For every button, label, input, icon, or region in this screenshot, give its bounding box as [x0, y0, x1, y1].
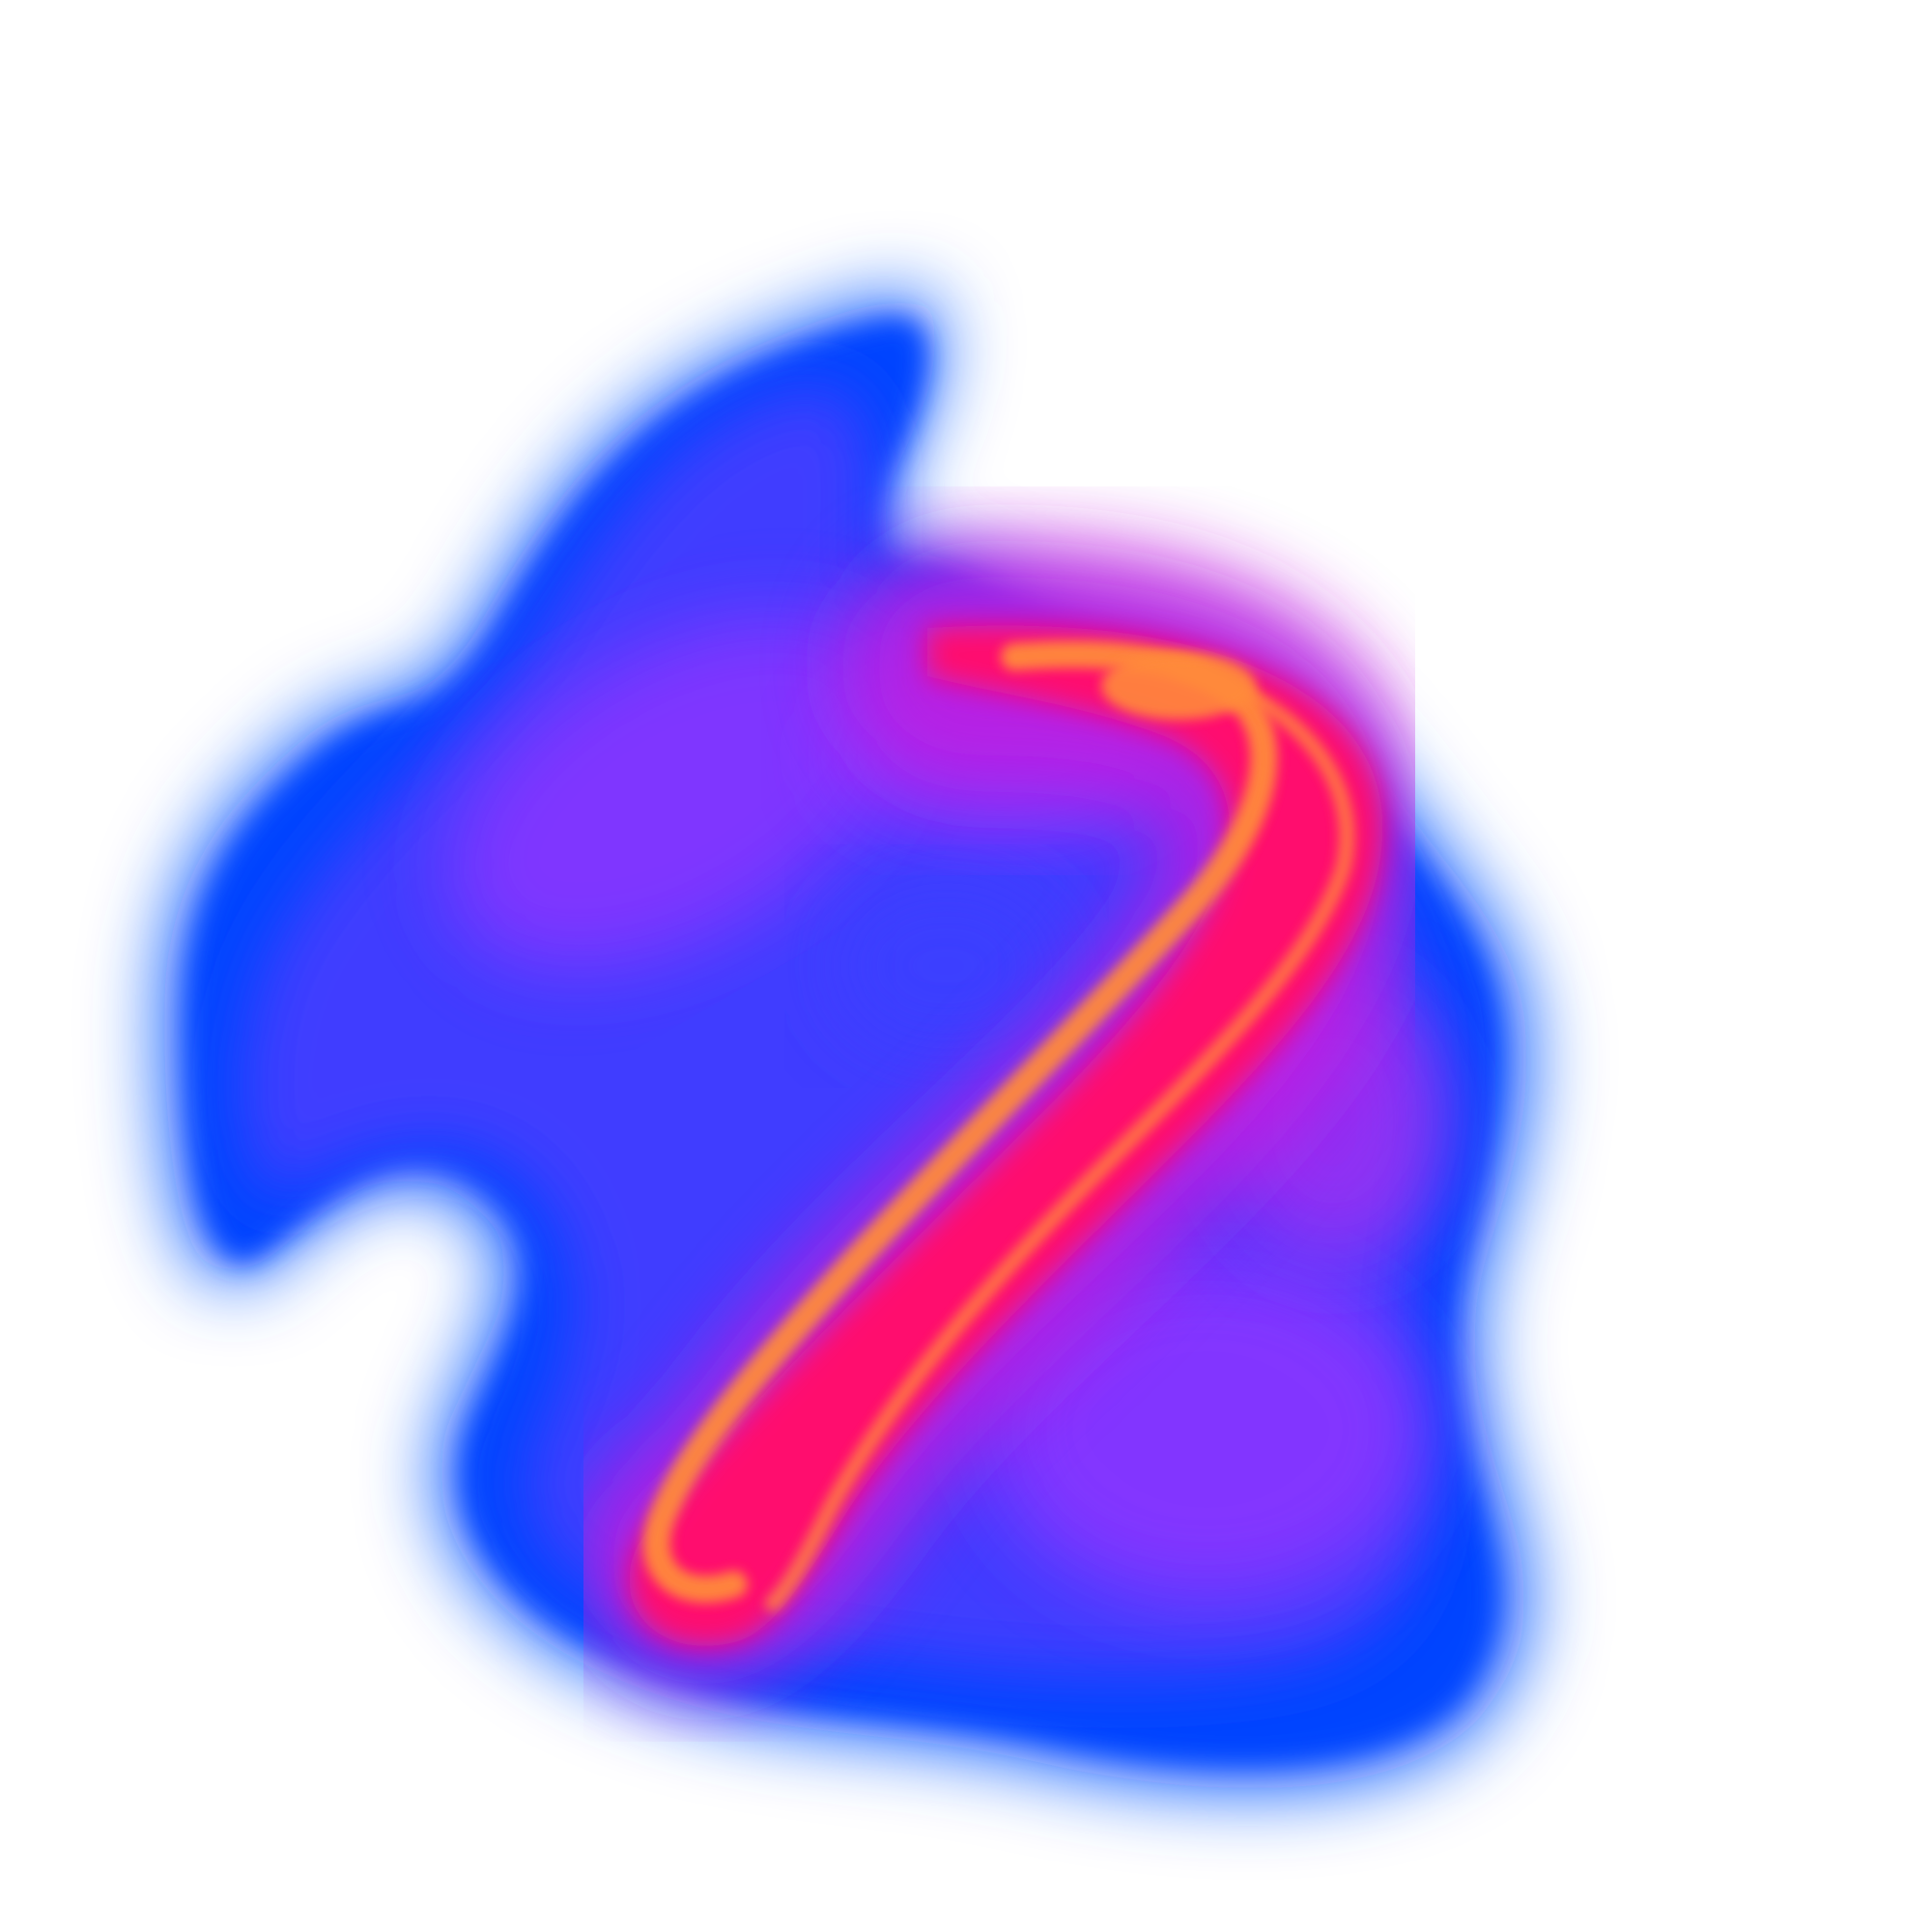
orange-highlights	[642, 640, 1355, 1611]
pink-hook-band	[629, 625, 1383, 1646]
